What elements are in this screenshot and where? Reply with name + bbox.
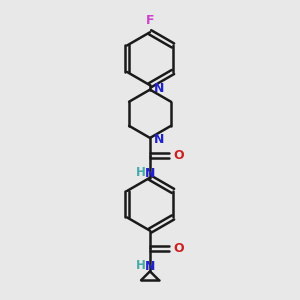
Text: H: H xyxy=(136,166,146,179)
Text: N: N xyxy=(154,82,164,95)
Text: H: H xyxy=(136,259,146,272)
Text: O: O xyxy=(174,149,184,162)
Text: O: O xyxy=(174,242,184,255)
Text: N: N xyxy=(154,133,164,146)
Text: N: N xyxy=(145,167,155,180)
Text: F: F xyxy=(146,14,154,27)
Text: N: N xyxy=(145,260,155,272)
